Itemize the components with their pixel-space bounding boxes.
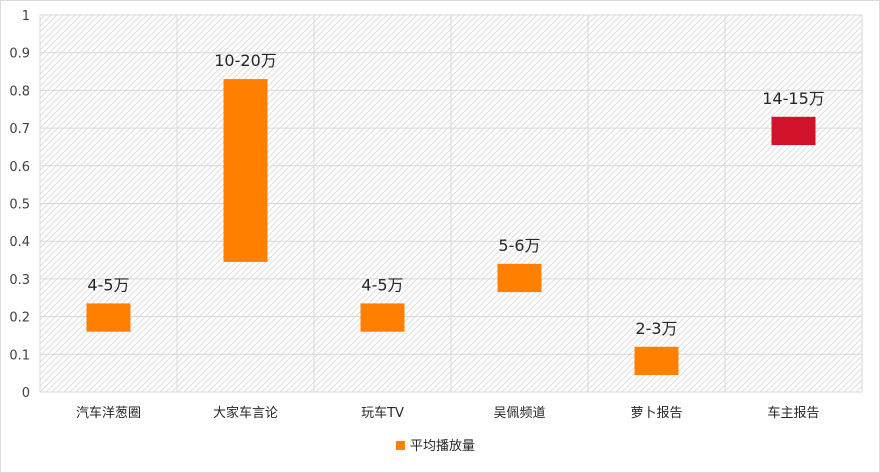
legend: 平均播放量 bbox=[396, 439, 475, 454]
x-category-label: 玩车TV bbox=[361, 405, 404, 421]
legend-swatch bbox=[396, 441, 405, 450]
x-category-label: 萝卜报告 bbox=[630, 406, 682, 421]
data-label: 4-5万 bbox=[87, 275, 129, 294]
bar bbox=[223, 79, 268, 262]
y-tick-label: 0.6 bbox=[9, 160, 30, 175]
x-category-label: 大家车言论 bbox=[213, 405, 278, 421]
y-tick-label: 0.3 bbox=[9, 273, 30, 288]
data-label: 10-20万 bbox=[214, 51, 277, 70]
y-axis-ticks: 0 0.1 0.2 0.3 0.4 0.5 0.6 0.7 0.8 0.9 1 bbox=[9, 9, 30, 401]
legend-label: 平均播放量 bbox=[410, 439, 475, 454]
y-tick-label: 0.1 bbox=[9, 348, 30, 363]
x-category-label: 车主报告 bbox=[767, 405, 819, 421]
x-category-label: 汽车洋葱圈 bbox=[76, 405, 141, 421]
data-label: 14-15万 bbox=[762, 89, 825, 108]
y-tick-label: 0 bbox=[22, 386, 30, 401]
y-tick-label: 0.7 bbox=[9, 122, 30, 137]
data-label: 2-3万 bbox=[635, 319, 677, 338]
bar bbox=[634, 346, 679, 376]
y-tick-label: 1 bbox=[22, 9, 30, 24]
y-tick-label: 0.9 bbox=[9, 47, 30, 62]
x-axis-categories: 汽车洋葱圈 大家车言论 玩车TV 吴佩频道 萝卜报告 车主报告 bbox=[76, 405, 820, 421]
data-label: 5-6万 bbox=[498, 236, 540, 255]
x-category-label: 吴佩频道 bbox=[493, 406, 545, 421]
y-tick-label: 0.2 bbox=[9, 311, 30, 326]
data-labels: 4-5万 10-20万 4-5万 5-6万 2-3万 14-15万 bbox=[87, 51, 824, 338]
data-label: 4-5万 bbox=[361, 275, 403, 294]
bar bbox=[771, 116, 816, 146]
bar bbox=[360, 303, 405, 332]
bar bbox=[497, 263, 542, 293]
bars bbox=[86, 79, 816, 376]
y-tick-label: 0.4 bbox=[9, 235, 30, 250]
y-tick-label: 0.5 bbox=[9, 198, 30, 213]
bar bbox=[86, 303, 131, 332]
y-tick-label: 0.8 bbox=[9, 84, 30, 99]
gridlines bbox=[39, 14, 863, 393]
